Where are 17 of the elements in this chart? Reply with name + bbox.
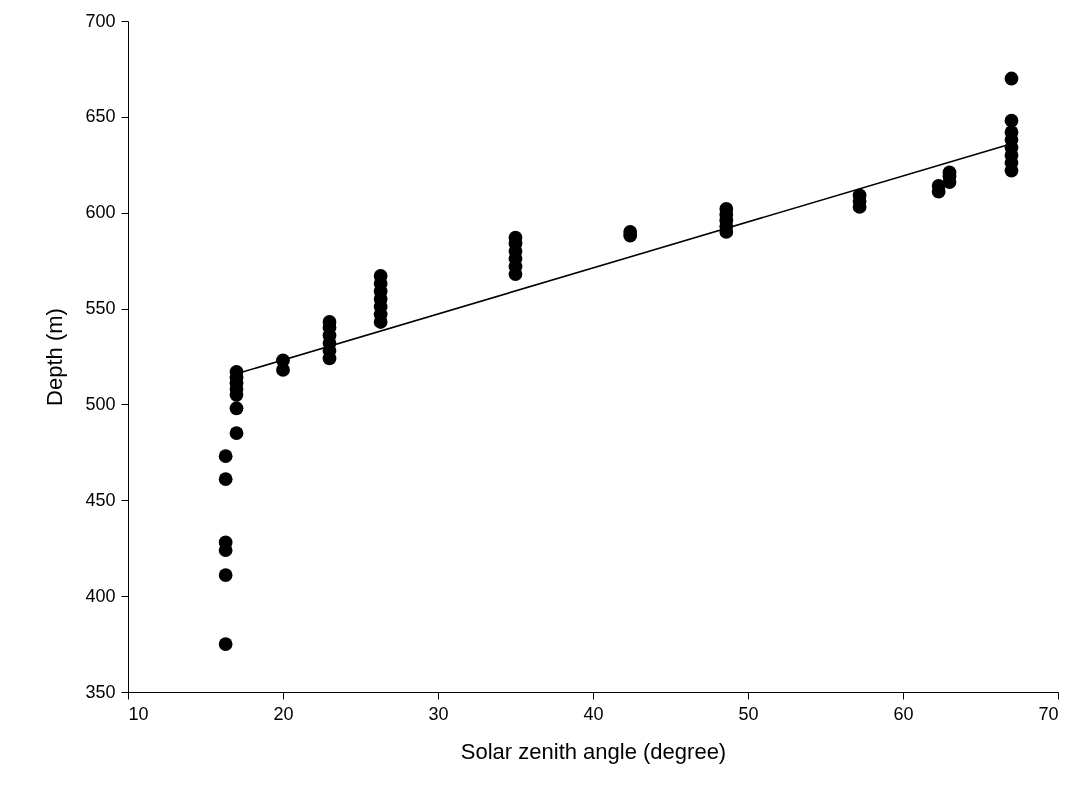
x-tick-label: 50: [738, 703, 759, 724]
x-tick-label: 60: [893, 703, 914, 724]
y-tick-label: 500: [85, 393, 116, 414]
y-tick-label: 350: [85, 681, 116, 702]
x-tick-label: 40: [583, 703, 604, 724]
y-tick-label: 550: [85, 298, 116, 319]
y-tick-label: 650: [85, 106, 116, 127]
y-tick-label: 600: [85, 202, 116, 223]
x-tick-label: 70: [1038, 703, 1059, 724]
x-tick-label: 20: [273, 703, 294, 724]
x-tick-label: 30: [428, 703, 449, 724]
y-tick-label: 700: [85, 10, 116, 31]
y-axis-title: Depth (m): [42, 308, 68, 406]
x-axis-title: Solar zenith angle (degree): [460, 738, 727, 764]
x-tick-label: 10: [128, 703, 149, 724]
y-tick-label: 400: [85, 585, 116, 606]
y-tick-label: 450: [85, 489, 116, 510]
